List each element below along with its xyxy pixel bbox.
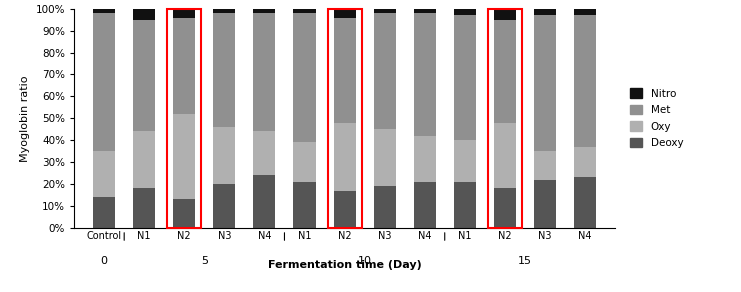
Bar — [373, 9, 396, 13]
Bar — [373, 186, 396, 228]
Bar — [133, 9, 156, 20]
Bar — [453, 140, 476, 182]
Bar — [213, 184, 236, 228]
Text: 0: 0 — [101, 256, 107, 266]
Bar — [173, 114, 196, 199]
Bar — [293, 13, 316, 142]
Bar — [133, 188, 156, 228]
Bar — [453, 9, 476, 15]
Bar — [213, 9, 236, 13]
Bar — [93, 9, 115, 13]
Bar — [333, 191, 356, 228]
Bar — [173, 9, 196, 18]
Bar — [173, 18, 196, 114]
Bar — [494, 9, 516, 20]
Bar — [574, 178, 596, 228]
Bar — [133, 131, 156, 188]
Bar — [494, 188, 516, 228]
Bar — [373, 13, 396, 129]
Bar — [373, 129, 396, 186]
Bar — [574, 9, 596, 15]
Bar — [93, 13, 115, 151]
Bar — [213, 13, 236, 127]
Text: 10: 10 — [358, 256, 371, 266]
Bar — [413, 136, 436, 182]
Bar — [453, 15, 476, 140]
Bar — [333, 9, 356, 18]
Bar — [213, 127, 236, 184]
Bar — [253, 131, 276, 175]
Bar — [253, 13, 276, 131]
Bar — [413, 9, 436, 13]
Bar — [173, 199, 196, 228]
Bar — [93, 151, 115, 197]
Bar — [167, 9, 202, 228]
Bar — [453, 182, 476, 228]
Bar — [333, 123, 356, 191]
Bar — [133, 20, 156, 131]
Bar — [574, 147, 596, 178]
Bar — [534, 180, 556, 228]
Bar — [293, 9, 316, 13]
Text: 5: 5 — [201, 256, 207, 266]
Bar — [494, 123, 516, 188]
X-axis label: Fermentation time (Day): Fermentation time (Day) — [268, 260, 422, 270]
Bar — [253, 9, 276, 13]
Legend: Nitro, Met, Oxy, Deoxy: Nitro, Met, Oxy, Deoxy — [625, 84, 688, 152]
Bar — [574, 15, 596, 147]
Bar — [534, 151, 556, 180]
Text: 15: 15 — [518, 256, 532, 266]
Bar — [293, 142, 316, 182]
Bar — [534, 9, 556, 15]
Bar — [253, 175, 276, 228]
Bar — [333, 18, 356, 123]
Y-axis label: Myoglobin ratio: Myoglobin ratio — [20, 75, 30, 161]
Bar — [93, 197, 115, 228]
Bar — [488, 9, 522, 228]
Bar — [413, 182, 436, 228]
Bar — [293, 182, 316, 228]
Bar — [413, 13, 436, 136]
Bar — [494, 20, 516, 123]
Bar — [328, 9, 362, 228]
Bar — [534, 15, 556, 151]
